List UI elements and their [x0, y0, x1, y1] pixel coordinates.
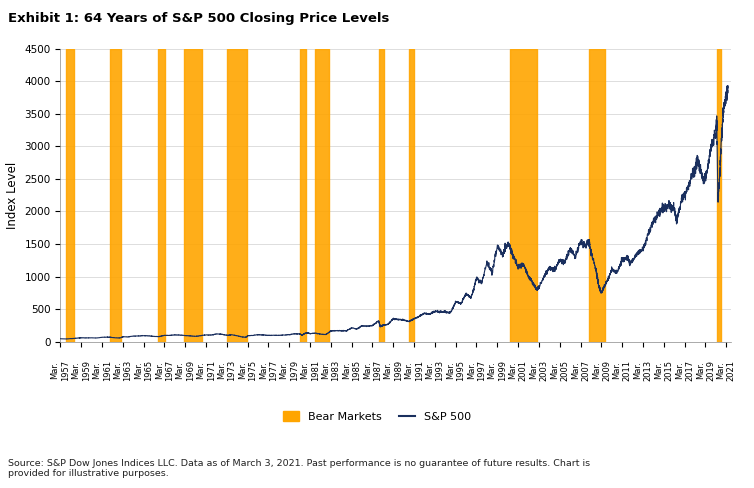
- Text: Mar.
1979: Mar. 1979: [280, 360, 299, 381]
- Text: Mar.
2009: Mar. 2009: [592, 360, 611, 381]
- Text: Mar.
1975: Mar. 1975: [238, 360, 257, 381]
- Text: Mar.
1991: Mar. 1991: [404, 360, 424, 381]
- Text: Mar.
1971: Mar. 1971: [196, 360, 216, 381]
- Text: Mar.
1963: Mar. 1963: [113, 360, 133, 381]
- Bar: [227, 49, 247, 342]
- Bar: [158, 49, 165, 342]
- Bar: [299, 49, 306, 342]
- Text: Mar.
1983: Mar. 1983: [321, 360, 341, 381]
- Text: Mar.
2011: Mar. 2011: [612, 360, 632, 381]
- Text: Mar.
1965: Mar. 1965: [134, 360, 153, 381]
- Text: Mar.
2005: Mar. 2005: [550, 360, 569, 381]
- Text: Mar.
2015: Mar. 2015: [654, 360, 673, 381]
- Bar: [379, 49, 384, 342]
- Text: Mar.
1985: Mar. 1985: [342, 360, 361, 381]
- Bar: [184, 49, 202, 342]
- Text: Mar.
1999: Mar. 1999: [488, 360, 507, 381]
- Text: Mar.
2017: Mar. 2017: [675, 360, 694, 381]
- Text: Mar.
2019: Mar. 2019: [696, 360, 715, 381]
- Text: Mar.
1957: Mar. 1957: [51, 360, 70, 381]
- Text: Mar.
2007: Mar. 2007: [571, 360, 590, 381]
- Bar: [110, 49, 121, 342]
- Y-axis label: Index Level: Index Level: [6, 162, 19, 229]
- Legend: Bear Markets, S&P 500: Bear Markets, S&P 500: [278, 407, 476, 427]
- Text: Mar.
2021: Mar. 2021: [716, 360, 736, 381]
- Text: Source: S&P Dow Jones Indices LLC. Data as of March 3, 2021. Past performance is: Source: S&P Dow Jones Indices LLC. Data …: [8, 459, 590, 478]
- Text: Mar.
1987: Mar. 1987: [363, 360, 382, 381]
- Text: Mar.
1989: Mar. 1989: [384, 360, 403, 381]
- Text: Mar.
2013: Mar. 2013: [633, 360, 653, 381]
- Text: Mar.
1977: Mar. 1977: [259, 360, 278, 381]
- Text: Mar.
1973: Mar. 1973: [217, 360, 237, 381]
- Bar: [315, 49, 329, 342]
- Text: Mar.
2001: Mar. 2001: [508, 360, 528, 381]
- Text: Mar.
1981: Mar. 1981: [300, 360, 320, 381]
- Bar: [66, 49, 74, 342]
- Text: Mar.
1967: Mar. 1967: [155, 360, 174, 381]
- Text: Mar.
1995: Mar. 1995: [446, 360, 465, 381]
- Bar: [589, 49, 605, 342]
- Bar: [409, 49, 414, 342]
- Bar: [510, 49, 537, 342]
- Text: Mar.
1969: Mar. 1969: [176, 360, 195, 381]
- Text: Exhibit 1: 64 Years of S&P 500 Closing Price Levels: Exhibit 1: 64 Years of S&P 500 Closing P…: [8, 12, 389, 25]
- Bar: [717, 49, 721, 342]
- Text: Mar.
1997: Mar. 1997: [467, 360, 486, 381]
- Text: Mar.
2003: Mar. 2003: [529, 360, 549, 381]
- Text: Mar.
1961: Mar. 1961: [92, 360, 112, 381]
- Text: Mar.
1959: Mar. 1959: [72, 360, 90, 381]
- Text: Mar.
1993: Mar. 1993: [425, 360, 445, 381]
